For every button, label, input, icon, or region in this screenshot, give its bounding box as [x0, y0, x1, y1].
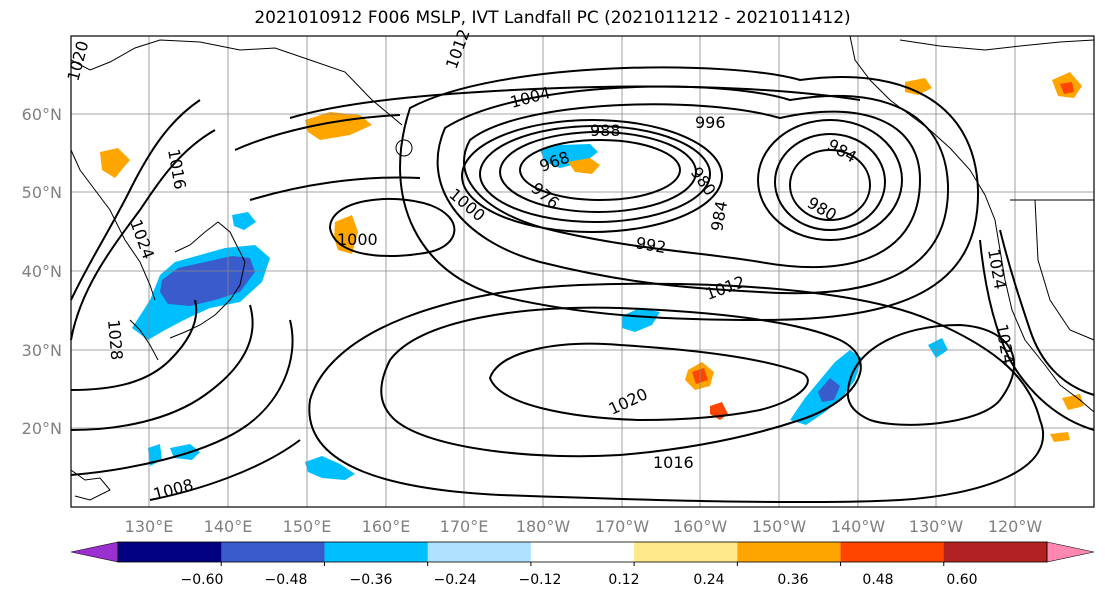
coastlines [70, 35, 1095, 501]
contour-label: 1028 [104, 319, 126, 361]
lon-label-150w: 150°W [752, 517, 807, 536]
lat-label-60n: 60°N [22, 105, 62, 124]
lon-label-170e: 170°E [440, 517, 489, 536]
lon-label-160e: 160°E [362, 517, 411, 536]
colorbar-segment [943, 542, 1048, 562]
lon-label-160w: 160°W [673, 517, 728, 536]
lon-label-170w: 170°W [595, 517, 650, 536]
lat-label-20n: 20°N [22, 419, 62, 438]
map-frame [70, 35, 1095, 508]
map-title: 2021010912 F006 MSLP, IVT Landfall PC (2… [254, 8, 851, 28]
lon-label-130w: 130°W [909, 517, 964, 536]
colorbar-tick: −0.48 [265, 572, 308, 588]
colorbar-segment [427, 542, 532, 562]
lat-label-30n: 30°N [22, 341, 62, 360]
lon-label-130e: 130°E [125, 517, 174, 536]
colorbar-tick: −0.36 [350, 572, 393, 588]
contour-label: 1016 [653, 453, 694, 472]
gridlines [71, 36, 1094, 507]
mslp-contours [70, 66, 1095, 504]
colorbar-tick: 0.36 [777, 572, 808, 588]
colorbar-border [117, 541, 1048, 563]
contour-label: 988 [590, 121, 621, 140]
colorbar-tick: 0.24 [693, 572, 724, 588]
colorbar-segment [530, 542, 635, 562]
colorbar-segment [221, 542, 325, 562]
longitude-labels: 130°E 140°E 150°E 160°E 170°E 180°W 170°… [125, 517, 1043, 536]
colorbar-tick: −0.60 [181, 572, 224, 588]
colorbar-tick: 0.12 [608, 572, 639, 588]
lon-label-180w: 180°W [516, 517, 571, 536]
colorbar-tick-labels: −0.60 −0.48 −0.36 −0.24 −0.12 0.12 0.24 … [181, 572, 978, 588]
lon-label-140w: 140°W [831, 517, 886, 536]
contour-label: 1000 [337, 230, 378, 249]
contour-labels: 1020 1012 1016 1024 1028 1008 1004 996 9… [64, 27, 1018, 504]
colorbar-tick: −0.12 [519, 572, 562, 588]
lat-label-50n: 50°N [22, 183, 62, 202]
colorbar-extend-low [70, 541, 119, 563]
lon-label-150e: 150°E [283, 517, 332, 536]
colorbar-segment [324, 542, 429, 562]
colorbar [70, 541, 1095, 566]
lon-label-120w: 120°W [988, 517, 1043, 536]
lon-label-140e: 140°E [204, 517, 253, 536]
colorbar-segment [634, 542, 738, 562]
colorbar-segment [840, 542, 945, 562]
latitude-labels: 60°N 50°N 40°N 30°N 20°N [22, 105, 62, 438]
colorbar-extend-high [1046, 541, 1095, 563]
colorbar-tick: −0.24 [434, 572, 477, 588]
colorbar-tick: 0.60 [946, 572, 977, 588]
colorbar-segment [737, 542, 842, 562]
colorbar-tick: 0.48 [862, 572, 893, 588]
contour-label: 996 [695, 113, 726, 132]
colorbar-segment [118, 542, 222, 562]
lat-label-40n: 40°N [22, 262, 62, 281]
